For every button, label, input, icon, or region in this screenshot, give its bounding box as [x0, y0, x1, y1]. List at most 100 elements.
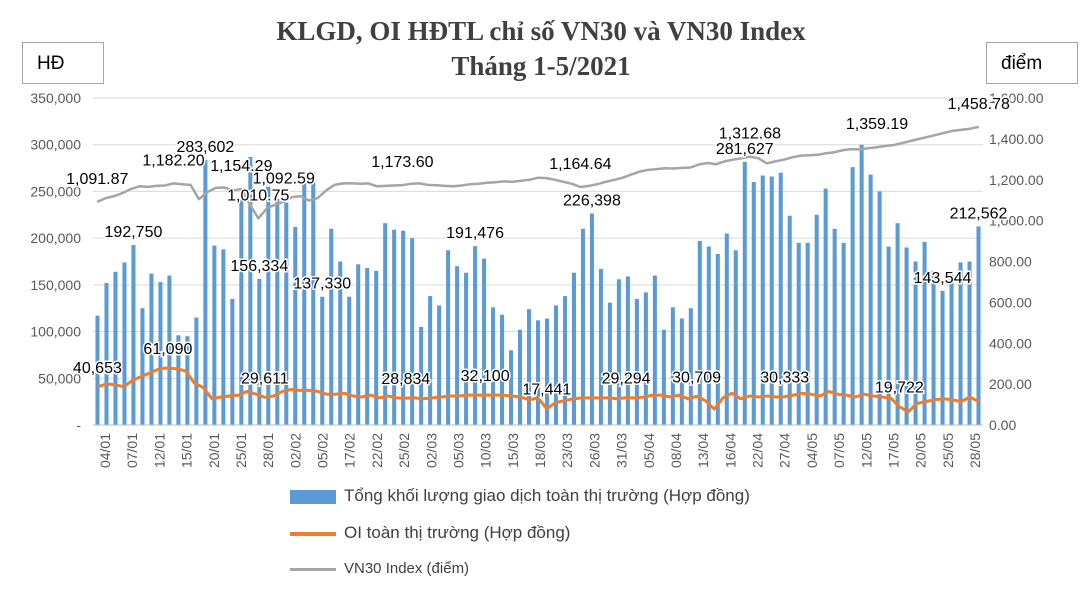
- x-tick-label: 28/01: [260, 433, 276, 468]
- x-tick-label: 12/05: [858, 433, 874, 468]
- x-tick-label: 04/05: [804, 433, 820, 468]
- bar-data-label: 226,398: [563, 192, 621, 209]
- bar-data-label: 137,330: [293, 276, 351, 293]
- x-tick-label: 13/04: [695, 433, 711, 468]
- bar: [509, 350, 514, 425]
- right-axis-unit: điểm: [986, 42, 1078, 84]
- x-tick-label: 26/03: [586, 433, 602, 468]
- legend-swatch-vn30: [290, 567, 336, 571]
- x-tick-label: 28/05: [967, 433, 983, 468]
- bar: [706, 246, 711, 425]
- bar: [248, 156, 253, 426]
- y-left-tick-label: 300,000: [30, 137, 81, 153]
- x-tick-label: 25/01: [233, 433, 249, 468]
- bar: [428, 296, 433, 425]
- bar: [616, 279, 621, 425]
- bar: [302, 177, 307, 425]
- x-tick-label: 25/02: [396, 433, 412, 468]
- bar: [176, 335, 181, 425]
- x-tick-label: 22/04: [750, 433, 766, 468]
- bar: [239, 197, 244, 425]
- bar: [437, 305, 442, 425]
- x-tick-label: 22/02: [369, 433, 385, 468]
- bar: [392, 229, 397, 425]
- x-tick-label: 20/05: [913, 433, 929, 468]
- x-tick-label: 02/03: [423, 433, 439, 468]
- y-left-tick-label: 200,000: [30, 230, 81, 246]
- bar: [940, 290, 945, 425]
- x-tick-label: 31/03: [614, 433, 630, 468]
- x-tick-label: 25/05: [940, 433, 956, 468]
- bar: [571, 272, 576, 425]
- bar: [374, 270, 379, 425]
- legend-swatch-oi: [290, 531, 336, 536]
- bar: [589, 213, 594, 425]
- oi-data-label: 30,709: [672, 369, 721, 386]
- x-tick-label: 17/05: [885, 433, 901, 468]
- x-tick-label: 16/04: [722, 433, 738, 468]
- bar: [356, 264, 361, 425]
- bar: [562, 296, 567, 425]
- bar: [544, 318, 550, 425]
- legend-swatch-volume: [290, 489, 336, 504]
- bar: [769, 176, 774, 425]
- legend-item-oi: OI toàn thị trường (Hợp đồng): [290, 521, 570, 545]
- bar: [868, 174, 873, 425]
- bar: [904, 247, 909, 425]
- bar: [194, 317, 199, 425]
- y-left-tick-label: -: [76, 417, 81, 433]
- chart-subtitle: Tháng 1-5/2021: [451, 51, 631, 81]
- bar: [652, 275, 657, 425]
- y-right-tick-label: 1,400.00: [989, 131, 1044, 147]
- bar: [580, 228, 585, 425]
- bar-data-label: 281,627: [716, 141, 774, 158]
- bar: [733, 250, 738, 425]
- vn30-data-label: 1,182.20: [142, 152, 204, 169]
- oi-data-label: 32,100: [461, 368, 510, 385]
- y-right-tick-label: 1,600.00: [989, 90, 1044, 106]
- x-tick-label: 15/01: [179, 433, 195, 468]
- bar-data-label: 191,476: [446, 225, 504, 242]
- bar-data-label: 192,750: [105, 224, 163, 241]
- y-left-tick-label: 150,000: [30, 277, 81, 293]
- bar-data-label: 212,562: [950, 205, 1008, 222]
- bar: [922, 241, 927, 425]
- oi-data-label: 28,834: [381, 371, 430, 388]
- bar: [787, 215, 792, 425]
- bar: [841, 242, 846, 425]
- oi-data-label: 29,294: [602, 371, 651, 388]
- x-tick-label: 15/03: [505, 433, 521, 468]
- bar: [410, 238, 415, 425]
- bar: [895, 223, 900, 425]
- bar: [823, 188, 828, 425]
- y-right-tick-label: 200.00: [989, 376, 1032, 392]
- legend-label-vn30: VN30 Index (điểm): [344, 560, 470, 577]
- x-tick-label: 02/02: [287, 433, 303, 468]
- vn30-line: [96, 125, 980, 220]
- vn30-data-label: 1,312.68: [719, 126, 781, 143]
- x-tick-label: 08/04: [668, 433, 684, 468]
- bar: [383, 223, 388, 425]
- bar: [715, 254, 720, 425]
- bar: [131, 244, 136, 425]
- x-tick-label: 20/01: [206, 433, 222, 468]
- bar: [95, 315, 100, 425]
- bar: [859, 144, 864, 425]
- x-tick-label: 05/04: [641, 433, 657, 468]
- oi-data-label: 19,722: [875, 380, 924, 397]
- bar: [526, 309, 532, 425]
- bar: [464, 272, 469, 425]
- y-right-tick-label: 800.00: [989, 254, 1032, 270]
- bar: [221, 249, 226, 425]
- bar: [634, 298, 639, 425]
- bar: [482, 258, 487, 425]
- bar: [796, 242, 801, 425]
- bar: [203, 160, 208, 425]
- x-tick-label: 07/05: [831, 433, 847, 468]
- legend-item-vn30: VN30 Index (điểm): [290, 557, 469, 581]
- bar: [455, 266, 460, 425]
- x-tick-label: 23/03: [559, 433, 575, 468]
- bar-data-label: 156,334: [230, 258, 288, 275]
- bar: [697, 240, 702, 425]
